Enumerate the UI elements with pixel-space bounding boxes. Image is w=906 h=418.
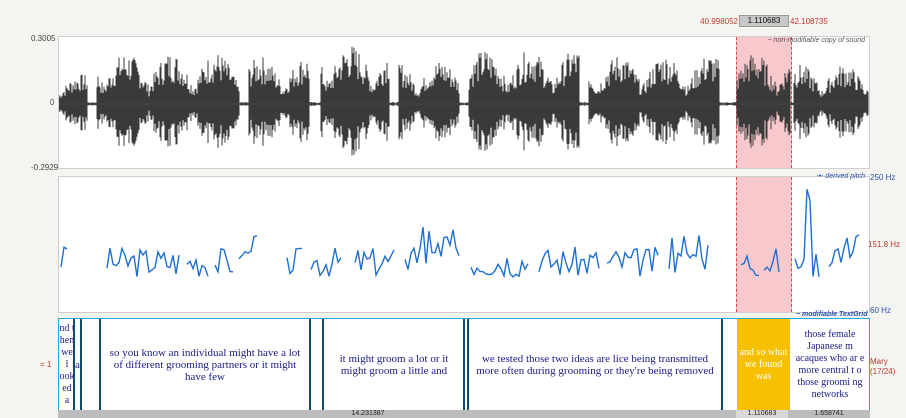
- waveform-note: ~ non-modifiable copy of sound: [767, 37, 865, 44]
- interval-4[interactable]: we tested those two ideas are lice being…: [476, 353, 714, 377]
- waveform-max-label: 0.3005: [31, 34, 56, 43]
- pitch-note: -•- derived pitch: [816, 173, 865, 180]
- boundary[interactable]: [309, 319, 311, 411]
- tier-marker: = 1: [40, 360, 52, 369]
- duration-after[interactable]: 1.658741: [814, 410, 844, 417]
- boundary[interactable]: [721, 319, 723, 411]
- pitch-top-label: 250 Hz: [870, 173, 896, 182]
- interval-6[interactable]: those female Japanese m acaques who ar e…: [795, 329, 865, 400]
- selection-highlight-pitch: [736, 177, 792, 312]
- waveform-panel[interactable]: ~ non-modifiable copy of sound: [58, 36, 870, 169]
- boundary[interactable]: [467, 319, 469, 411]
- interval-1[interactable]: nd t hen we l ook ed a: [59, 323, 75, 406]
- textgrid-note: ~ modifiable TextGrid: [796, 311, 868, 318]
- pitch-mid-label: 151.8 Hz: [868, 240, 901, 249]
- selection-end: 42.108735: [790, 17, 828, 26]
- duration-visible[interactable]: 14.231387: [351, 410, 385, 417]
- pitch-panel[interactable]: -•- derived pitch: [58, 173, 870, 313]
- pitch-bottom-label: 60 Hz: [870, 306, 891, 315]
- interval-0[interactable]: a: [75, 359, 80, 371]
- boundary[interactable]: [80, 319, 82, 411]
- boundary[interactable]: [99, 319, 101, 411]
- selection-duration: 1.110683: [739, 15, 789, 27]
- duration-selected[interactable]: 1.110683: [736, 410, 788, 418]
- pitch-trace: [60, 189, 860, 279]
- interval-3[interactable]: it might groom a lot or it might groom a…: [339, 353, 449, 377]
- duration-bar: [58, 410, 870, 418]
- speaker-count: (17/24): [870, 367, 896, 376]
- interval-5-selected[interactable]: and so what we found was: [737, 319, 790, 411]
- textgrid-tier[interactable]: a nd t hen we l ook ed a so you know an …: [58, 318, 870, 412]
- waveform-zero-label: 0: [50, 98, 55, 107]
- boundary[interactable]: [463, 319, 465, 411]
- interval-2[interactable]: so you know an individual might have a l…: [109, 347, 301, 383]
- boundary[interactable]: [322, 319, 324, 411]
- waveform-min-label: -0.2929: [31, 163, 59, 172]
- waveform-trace: [59, 46, 869, 156]
- speaker-label: Mary: [870, 357, 888, 366]
- selection-start: 40.998052: [700, 17, 738, 26]
- boundary[interactable]: [73, 319, 75, 411]
